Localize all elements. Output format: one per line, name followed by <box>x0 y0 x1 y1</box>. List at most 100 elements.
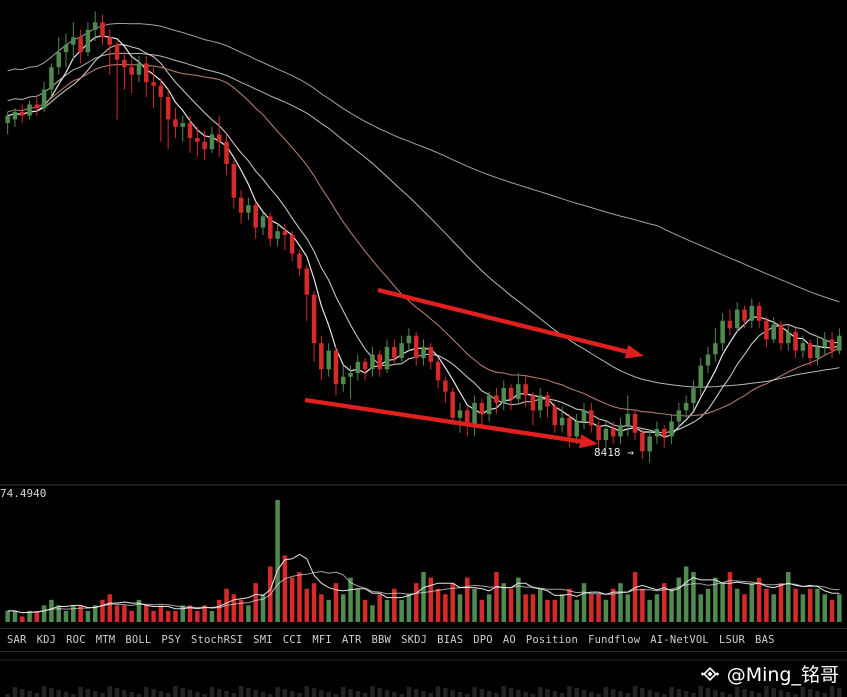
volume-bar <box>406 594 412 622</box>
volume-bar <box>63 610 69 622</box>
author-watermark: @Ming_铭哥 <box>699 660 839 687</box>
volume-bar <box>720 583 725 622</box>
volume-bar <box>246 605 251 622</box>
tab-kdj[interactable]: KDJ <box>36 634 57 646</box>
tab-roc[interactable]: ROC <box>66 634 86 646</box>
volume-bar <box>786 572 791 622</box>
volume-bar <box>107 594 113 622</box>
candle-body <box>705 354 711 366</box>
candle-body <box>800 343 806 351</box>
candle-body <box>727 320 733 329</box>
candle-body <box>508 387 514 400</box>
candle-body <box>618 425 623 437</box>
volume-bar <box>282 555 288 622</box>
candle-body <box>304 268 310 295</box>
binance-diamond-icon <box>700 666 719 681</box>
tab-skdj[interactable]: SKDJ <box>401 634 428 646</box>
candle-body <box>216 134 222 142</box>
faded-indicator-bar <box>180 688 186 697</box>
tab-stochrsi[interactable]: StochRSI <box>190 634 244 646</box>
tab-smi[interactable]: SMI <box>253 634 273 646</box>
faded-indicator-bar <box>406 687 412 697</box>
tab-psy[interactable]: PSY <box>161 634 181 646</box>
candle-body <box>78 37 83 53</box>
volume-bar <box>683 566 689 622</box>
tab-mfi[interactable]: MFI <box>312 634 332 646</box>
tab-sar[interactable]: SAR <box>7 634 27 646</box>
tab-cci[interactable]: CCI <box>282 634 303 646</box>
tab-lsur[interactable]: LSUR <box>718 634 746 646</box>
volume-bar <box>275 500 280 622</box>
volume-bar <box>12 610 18 622</box>
volume-bar <box>640 588 645 622</box>
tab-bas[interactable]: BAS <box>755 634 775 646</box>
candle-body <box>756 305 762 321</box>
volume-bar <box>355 588 361 622</box>
candle-body <box>392 346 397 359</box>
faded-indicator-bar <box>63 692 69 697</box>
candle-body <box>786 331 791 344</box>
faded-indicator-bar <box>793 694 798 697</box>
candle-body <box>443 380 448 392</box>
volume-bar <box>27 610 32 622</box>
candle-body <box>676 410 682 422</box>
volume-bar <box>581 583 587 622</box>
faded-indicator-bar <box>340 687 346 697</box>
faded-indicator-bar <box>552 691 558 697</box>
faded-indicator-bar <box>92 691 98 697</box>
tab-position[interactable]: Position <box>525 634 579 646</box>
tab-fundflow[interactable]: Fundflow <box>588 634 641 646</box>
candle-body <box>180 123 186 127</box>
candle-body <box>567 417 572 437</box>
volume-bar <box>180 605 186 622</box>
candle-body <box>603 428 609 441</box>
volume-bar <box>734 588 740 622</box>
volume-bar <box>837 594 842 622</box>
faded-indicator-bar <box>472 687 477 697</box>
tab-ao[interactable]: AO <box>502 634 516 646</box>
volume-bar <box>377 594 382 622</box>
candle-body <box>260 216 266 228</box>
volume-bar <box>348 577 353 622</box>
tab-atr[interactable]: ATR <box>341 634 362 646</box>
faded-indicator-bar <box>654 692 660 697</box>
volume-bar <box>793 588 798 622</box>
volume-bar <box>516 577 521 622</box>
tab-bias[interactable]: BIAS <box>437 634 464 646</box>
volume-bar <box>508 588 514 622</box>
volume-bar <box>742 594 747 622</box>
tab-bbw[interactable]: BBW <box>371 634 392 646</box>
candle-body <box>246 205 251 213</box>
faded-indicator-bar <box>326 692 331 697</box>
candle-body <box>778 324 784 344</box>
faded-indicator-bar <box>319 690 324 697</box>
candle-body <box>457 410 463 418</box>
tab-ai-netvol[interactable]: AI-NetVOL <box>650 634 709 646</box>
faded-indicator-bar <box>742 689 747 697</box>
faded-indicator-bar <box>479 689 485 697</box>
faded-indicator-bar <box>537 687 543 697</box>
volume-bar <box>450 583 455 622</box>
faded-indicator-bar <box>107 686 113 697</box>
candle-body <box>85 29 91 53</box>
volume-bar <box>122 605 127 622</box>
faded-indicator-bar <box>545 689 550 697</box>
volume-bar <box>610 588 616 622</box>
tab-mtm[interactable]: MTM <box>95 634 116 646</box>
faded-indicator-bar <box>209 687 215 697</box>
faded-indicator-bar <box>268 694 273 697</box>
volume-bar <box>326 599 331 622</box>
volume-bar <box>705 588 711 622</box>
tab-dpo[interactable]: DPO <box>473 634 493 646</box>
faded-indicator-bar <box>443 688 448 697</box>
volume-bar <box>136 599 142 622</box>
faded-indicator-bar <box>246 688 251 697</box>
tab-boll[interactable]: BOLL <box>125 634 152 646</box>
candle-body <box>144 63 149 83</box>
candle-body <box>71 37 76 45</box>
volume-bar <box>231 594 237 622</box>
volume-bar <box>34 610 40 622</box>
volume-bar <box>238 599 244 622</box>
volume-bar <box>465 577 470 622</box>
